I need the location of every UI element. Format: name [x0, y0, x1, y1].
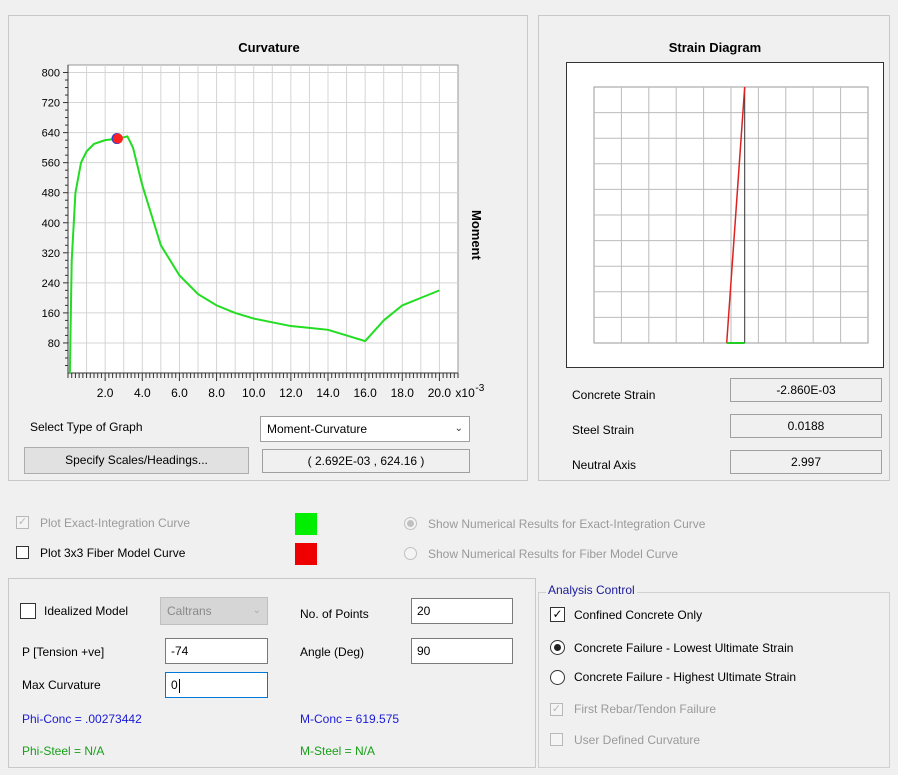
x-tick-label: 4.0: [134, 386, 151, 400]
highest-strain-radio[interactable]: [550, 670, 565, 685]
confined-label: Confined Concrete Only: [574, 608, 703, 622]
y-tick-label: 240: [42, 278, 60, 290]
phi-steel-text: Phi-Steel = N/A: [22, 744, 105, 758]
points-label: No. of Points: [300, 607, 369, 621]
x-tick-label: 2.0: [97, 386, 114, 400]
neutral-axis-label: Neutral Axis: [572, 458, 637, 472]
moment-axis-label: Moment: [469, 210, 484, 260]
angle-label: Angle (Deg): [300, 645, 365, 659]
p-tension-label: P [Tension +ve]: [22, 645, 105, 659]
exact-color-swatch[interactable]: [295, 513, 317, 535]
y-tick-label: 80: [48, 338, 60, 350]
y-tick-label: 640: [42, 128, 60, 140]
idealized-model-label: Idealized Model: [44, 604, 129, 618]
rebar-failure-checkbox[interactable]: ✓: [550, 703, 563, 716]
analysis-control-panel: [538, 592, 890, 768]
graph-type-value: Moment-Curvature: [267, 422, 368, 436]
analysis-control-title: Analysis Control: [546, 583, 637, 597]
x-tick-label: 16.0: [353, 386, 377, 400]
x-exponent-label: -3: [475, 383, 484, 394]
plot-fiber-checkbox[interactable]: [16, 546, 29, 559]
y-tick-label: 480: [42, 188, 60, 200]
y-tick-label: 320: [42, 248, 60, 260]
steel-strain-label: Steel Strain: [572, 423, 635, 437]
idealized-model-value: Caltrans: [167, 604, 212, 618]
concrete-strain-label: Concrete Strain: [572, 388, 656, 402]
select-graph-type-label: Select Type of Graph: [30, 420, 143, 434]
angle-input[interactable]: 90: [411, 638, 513, 664]
plot-exact-checkbox[interactable]: ✓: [16, 516, 29, 529]
strain-profile-line: [725, 86, 746, 344]
max-curvature-value: 0: [171, 678, 178, 692]
plot-exact-label: Plot Exact-Integration Curve: [40, 516, 191, 530]
moment-curvature-line: [68, 135, 440, 374]
y-tick-label: 160: [42, 308, 60, 320]
plot-area: [67, 64, 459, 374]
phi-conc-text: Phi-Conc = .00273442: [22, 712, 142, 726]
m-conc-text: M-Conc = 619.575: [300, 712, 400, 726]
show-fiber-label: Show Numerical Results for Fiber Model C…: [428, 547, 679, 561]
curvature-title: Curvature: [238, 40, 300, 55]
fiber-color-swatch[interactable]: [295, 543, 317, 565]
specify-scales-button[interactable]: Specify Scales/Headings...: [24, 447, 249, 474]
y-tick-label: 400: [42, 218, 60, 230]
graph-type-select[interactable]: Moment-Curvature ⌄: [260, 416, 470, 442]
neutral-axis-value: 2.997: [730, 450, 882, 474]
y-tick-label: 800: [42, 68, 60, 80]
chevron-down-icon: ⌄: [454, 423, 463, 434]
points-input[interactable]: 20: [411, 598, 513, 624]
confined-checkbox[interactable]: ✓: [550, 607, 565, 622]
idealized-model-select[interactable]: Caltrans ⌄: [160, 597, 268, 625]
curvature-chart: 800 720 640 560 480 400 320 240 160 80 2.0 4.0 6.0 8.…: [42, 64, 485, 400]
x-tick-label: 6.0: [171, 386, 188, 400]
x-multiplier-label: x10: [455, 386, 475, 400]
cursor-coordinates: ( 2.692E-03 , 624.16 ): [262, 449, 470, 473]
max-curvature-input[interactable]: 0: [165, 672, 268, 698]
highest-strain-label: Concrete Failure - Highest Ultimate Stra…: [574, 670, 797, 684]
m-steel-text: M-Steel = N/A: [300, 744, 376, 758]
x-tick-label: 8.0: [208, 386, 225, 400]
y-tick-label: 720: [42, 98, 60, 110]
x-tick-label: 20.0: [428, 386, 452, 400]
lowest-strain-label: Concrete Failure - Lowest Ultimate Strai…: [574, 641, 794, 655]
plot-fiber-label: Plot 3x3 Fiber Model Curve: [40, 546, 186, 560]
x-tick-label: 14.0: [316, 386, 340, 400]
y-tick-label: 560: [42, 158, 60, 170]
chevron-down-icon: ⌄: [252, 605, 261, 616]
rebar-failure-label: First Rebar/Tendon Failure: [574, 702, 717, 716]
current-point-marker: [112, 133, 123, 144]
steel-strain-value: 0.0188: [730, 414, 882, 438]
show-fiber-radio[interactable]: [404, 547, 417, 560]
strain-title: Strain Diagram: [668, 40, 762, 55]
show-exact-label: Show Numerical Results for Exact-Integra…: [428, 517, 706, 531]
idealized-model-checkbox[interactable]: [20, 603, 36, 619]
concrete-strain-value: -2.860E-03: [730, 378, 882, 402]
plot-options-panel: [8, 495, 890, 573]
x-tick-label: 12.0: [279, 386, 303, 400]
lowest-strain-radio[interactable]: [550, 640, 565, 655]
user-curvature-label: User Defined Curvature: [574, 733, 701, 747]
show-exact-radio[interactable]: [404, 517, 417, 530]
x-tick-label: 18.0: [391, 386, 415, 400]
max-curvature-label: Max Curvature: [22, 678, 101, 692]
p-tension-input[interactable]: -74: [165, 638, 268, 664]
strain-chart: [566, 62, 884, 368]
user-curvature-checkbox[interactable]: [550, 733, 563, 746]
text-cursor: [178, 678, 180, 693]
x-tick-label: 10.0: [242, 386, 266, 400]
